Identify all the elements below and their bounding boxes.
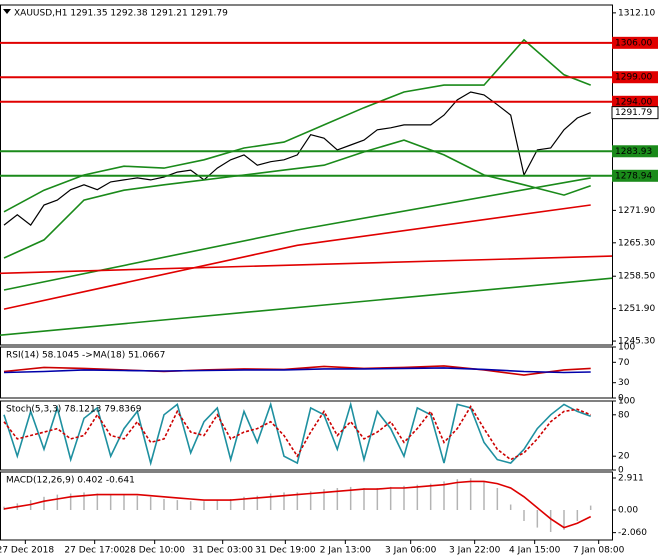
- series-line: [3, 139, 591, 259]
- level-label-box: [612, 36, 658, 49]
- last-price-box: [611, 106, 659, 120]
- y-tick-label: 1271.90: [618, 206, 655, 216]
- panel-frame: [0, 400, 613, 471]
- level-label: 1299.00: [615, 73, 652, 83]
- level-label-box: [612, 71, 658, 84]
- y-tick-label: 20: [618, 452, 630, 462]
- y-tick-label: 0: [618, 394, 624, 404]
- y-tick-label: -2.060: [618, 528, 647, 538]
- series-line: [3, 480, 592, 529]
- x-tick-label: 2 Jan 13:00: [320, 546, 372, 556]
- level-label-box: [612, 145, 658, 158]
- panel-title: RSI(14) 58.1045 ->MA(18) 51.0667: [6, 351, 165, 361]
- y-tick-label: 30: [618, 378, 630, 388]
- level-label-box: [612, 169, 658, 182]
- level-label: 1306.00: [615, 38, 652, 48]
- y-tick-label: 1251.90: [618, 304, 655, 314]
- level-label: 1278.94: [615, 171, 652, 181]
- series-line: [3, 38, 591, 213]
- panel-title: MACD(12,26,9) 0.402 -0.641: [6, 476, 135, 486]
- y-tick-label: 100: [618, 343, 635, 353]
- x-tick-label: 27 Dec 17:00: [64, 546, 125, 556]
- last-price-label: 1291.79: [615, 108, 652, 118]
- level-label-box: [612, 95, 658, 108]
- series-line: [3, 367, 591, 374]
- x-tick-label: 4 Jan 15:00: [509, 546, 561, 556]
- x-tick-label: 27 Dec 2018: [0, 546, 54, 556]
- series-line: [3, 365, 591, 376]
- series-line: [3, 404, 592, 461]
- panel-title: XAUUSD,H1 1291.35 1292.38 1291.21 1291.7…: [14, 9, 228, 19]
- y-tick-label: 1312.10: [618, 8, 655, 18]
- x-tick-label: 28 Dec 10:00: [124, 546, 185, 556]
- menu-arrow[interactable]: [3, 9, 11, 14]
- level-label: 1283.93: [615, 147, 652, 157]
- x-tick-label: 31 Dec 03:00: [192, 546, 253, 556]
- panel-title: Stoch(5,3,3) 78.1213 79.8369: [6, 405, 142, 415]
- y-tick-label: 70: [618, 358, 630, 368]
- series-line: [0, 255, 613, 275]
- series-line: [3, 204, 591, 310]
- series-line: [0, 277, 613, 336]
- y-tick-label: 1245.30: [618, 337, 655, 347]
- x-tick-label: 3 Jan 06:00: [385, 546, 437, 556]
- x-tick-label: 31 Dec 19:00: [255, 546, 316, 556]
- x-tick-label: 7 Jan 08:00: [573, 546, 625, 556]
- y-tick-label: 2.911: [618, 474, 644, 484]
- series-line: [3, 401, 591, 467]
- panel-frame: [0, 471, 613, 541]
- x-tick-label: 3 Jan 22:00: [449, 546, 501, 556]
- y-tick-label: 0: [618, 466, 624, 476]
- y-tick-label: 0.00: [618, 505, 638, 515]
- y-tick-label: 100: [618, 397, 635, 407]
- y-tick-label: 1265.30: [618, 238, 655, 248]
- y-tick-label: 1258.50: [618, 272, 655, 282]
- panel-frame: [0, 346, 613, 399]
- y-tick-label: 80: [618, 410, 630, 420]
- level-label: 1294.00: [615, 97, 652, 107]
